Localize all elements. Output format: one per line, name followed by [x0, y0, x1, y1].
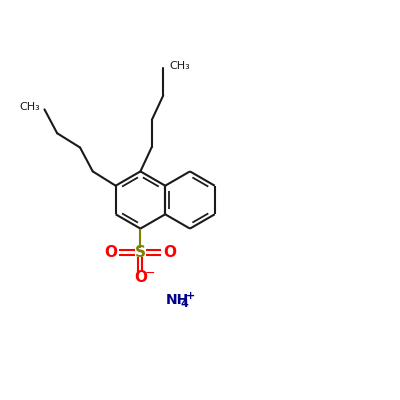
- Text: +: +: [186, 291, 195, 301]
- Text: O: O: [104, 245, 117, 260]
- Text: CH₃: CH₃: [20, 102, 40, 112]
- Text: NH: NH: [166, 293, 190, 307]
- Text: O: O: [164, 245, 177, 260]
- Text: −: −: [145, 267, 155, 280]
- Text: 4: 4: [180, 299, 188, 309]
- Text: O: O: [134, 270, 147, 284]
- Text: CH₃: CH₃: [169, 62, 190, 72]
- Text: S: S: [135, 245, 146, 260]
